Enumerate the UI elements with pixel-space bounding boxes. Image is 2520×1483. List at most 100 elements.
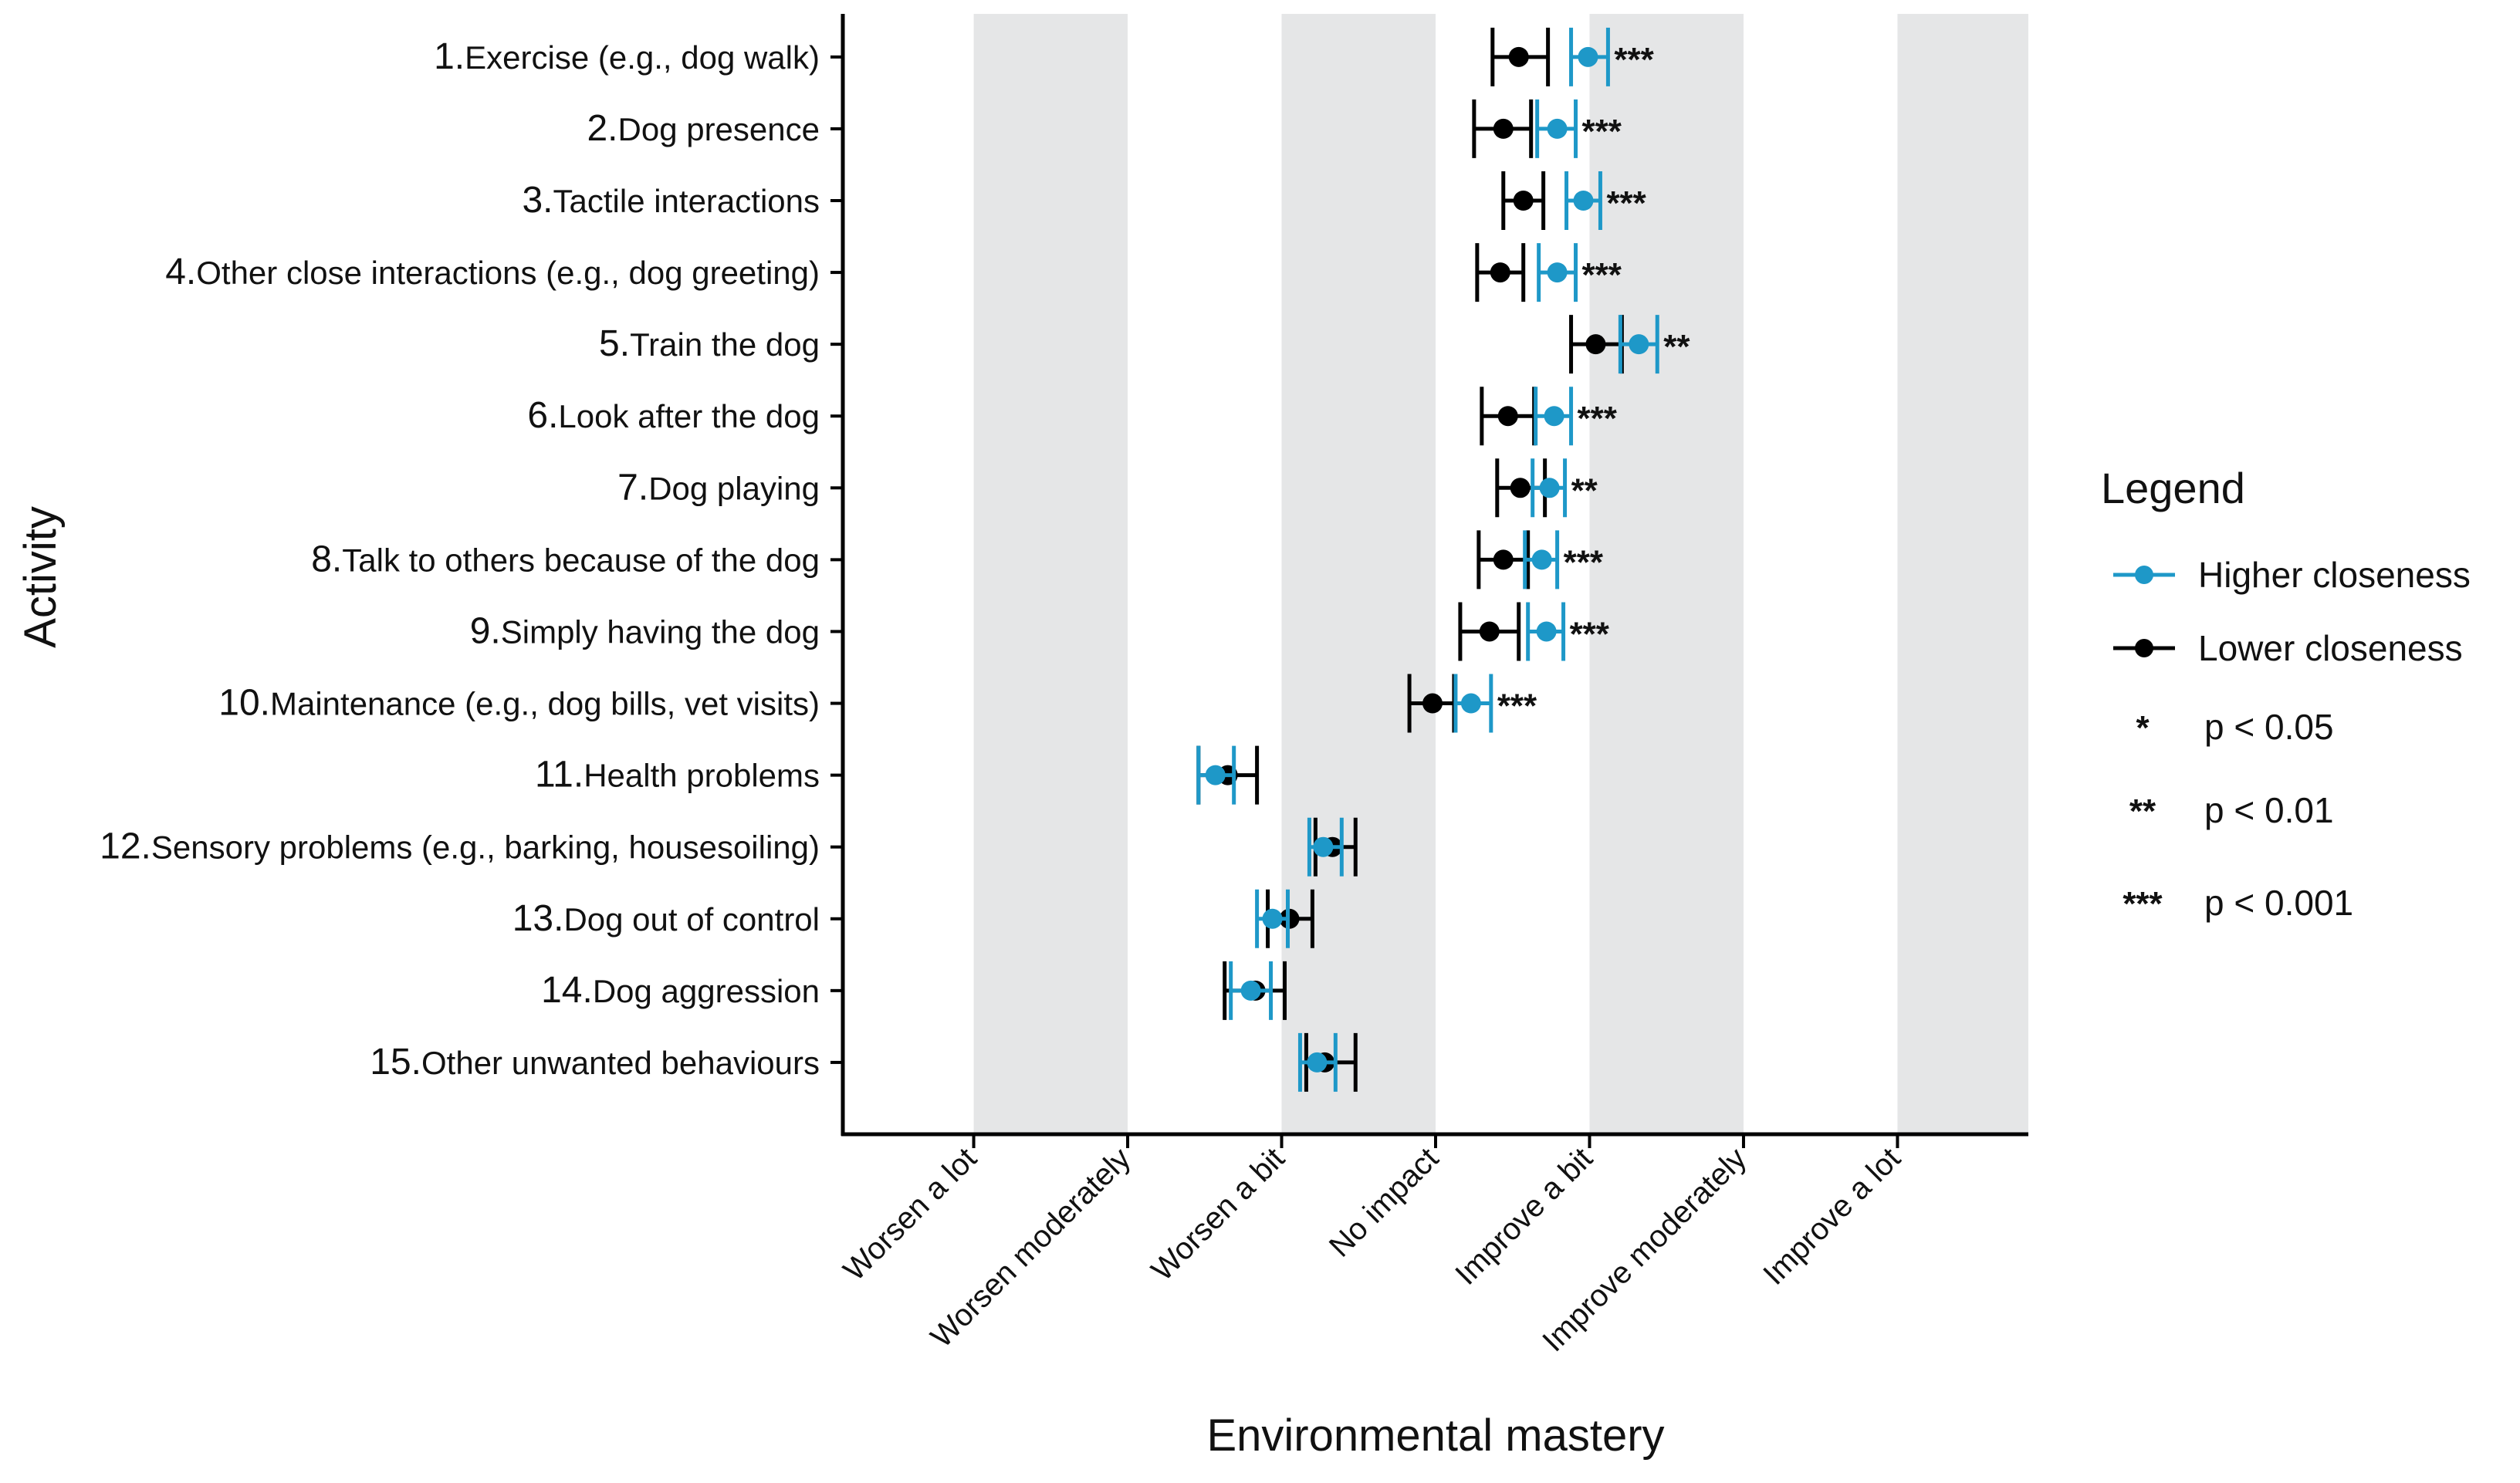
errorbar-lower <box>1458 602 1521 661</box>
point-higher <box>1578 46 1598 67</box>
category-label: Train the dog <box>630 326 820 363</box>
category-number: 5. <box>599 323 630 364</box>
errorbar-lower <box>1501 171 1546 230</box>
legend-sig-symbol-3: *** <box>2123 885 2163 923</box>
y-axis-title: Activity <box>15 506 66 648</box>
errorbar-higher <box>1534 387 1574 446</box>
legend-label-higher: Higher closeness <box>2198 555 2471 595</box>
category-label: Health problems <box>583 758 820 794</box>
significance-label: *** <box>1564 543 1604 581</box>
x-tick-label: Worsen a bit <box>1145 1141 1291 1287</box>
y-tick-label: 3.Tactile interactions <box>522 180 820 221</box>
category-number: 13. <box>512 898 564 939</box>
category-label: Dog presence <box>618 111 820 147</box>
point-lower <box>1510 478 1531 498</box>
errorbar-lower <box>1480 387 1537 446</box>
y-tick-label: 4.Other close interactions (e.g., dog gr… <box>165 252 820 292</box>
background-band <box>1589 14 1744 1134</box>
category-number: 12. <box>100 826 151 867</box>
point-higher <box>1531 549 1552 570</box>
category-label: Look after the dog <box>558 398 820 434</box>
y-tick-label: 1.Exercise (e.g., dog walk) <box>434 36 820 77</box>
point-higher <box>1460 693 1481 714</box>
y-tick-label: 11.Health problems <box>535 755 820 796</box>
category-number: 4. <box>165 252 196 292</box>
legend-sig-symbol-1: * <box>2136 709 2150 747</box>
category-label: Other unwanted behaviours <box>421 1045 820 1081</box>
errorbar-lower <box>1490 27 1551 86</box>
y-tick-label: 10.Maintenance (e.g., dog bills, vet vis… <box>218 683 820 724</box>
point-higher <box>1547 118 1568 139</box>
y-tick-label: 13.Dog out of control <box>512 898 820 939</box>
errorbar-higher <box>1564 171 1602 230</box>
errorbar-higher <box>1297 1032 1338 1092</box>
legend: Legend Higher closeness Lower closeness … <box>2101 464 2471 923</box>
point-lower <box>1513 191 1534 211</box>
legend-sig-label-2: p < 0.01 <box>2204 790 2334 830</box>
x-tick-label: Worsen a lot <box>837 1141 983 1287</box>
errorbar-higher <box>1229 961 1274 1020</box>
point-higher <box>1240 980 1261 1001</box>
point-lower <box>1497 406 1518 427</box>
category-label: Tactile interactions <box>553 183 820 219</box>
background-band <box>1281 14 1436 1134</box>
y-tick-label: 15.Other unwanted behaviours <box>370 1042 820 1083</box>
significance-label: ** <box>1663 328 1690 366</box>
legend-sig-symbol-2: ** <box>2129 792 2156 830</box>
x-axis-title: Environmental mastery <box>1206 1410 1664 1461</box>
errorbar-higher <box>1255 889 1290 948</box>
y-tick-label: 5.Train the dog <box>599 323 820 364</box>
category-number: 6. <box>527 395 558 436</box>
y-tick-label: 14.Dog aggression <box>541 970 820 1011</box>
point-lower <box>1490 262 1510 283</box>
category-label: Talk to others because of the dog <box>342 542 820 578</box>
significance-label: *** <box>1582 256 1622 294</box>
legend-entry-higher: Higher closeness <box>2113 555 2471 595</box>
y-tick-label: 12.Sensory problems (e.g., barking, hous… <box>100 826 820 867</box>
legend-sig-1: * p < 0.05 <box>2136 707 2333 747</box>
category-label: Maintenance (e.g., dog bills, vet visits… <box>270 686 820 722</box>
significance-labels: **************************** <box>1497 41 1691 725</box>
background-bands <box>973 14 2028 1134</box>
errorbar-higher <box>1523 530 1560 589</box>
legend-sig-2: ** p < 0.01 <box>2129 790 2334 830</box>
category-number: 1. <box>434 36 465 77</box>
category-label: Exercise (e.g., dog walk) <box>465 39 820 76</box>
category-label: Dog playing <box>648 470 820 506</box>
significance-label: *** <box>1578 400 1618 437</box>
point-lower <box>1493 118 1514 139</box>
background-band <box>973 14 1128 1134</box>
significance-label: ** <box>1571 471 1598 509</box>
point-higher <box>1262 908 1283 929</box>
background-band <box>1897 14 2028 1134</box>
legend-entry-lower: Lower closeness <box>2113 628 2463 668</box>
significance-label: *** <box>1582 113 1622 150</box>
y-axis-labels: 1.Exercise (e.g., dog walk) 2.Dog presenc… <box>100 36 843 1083</box>
errorbar-higher <box>1569 27 1610 86</box>
x-tick-label: Improve a lot <box>1757 1141 1907 1292</box>
errorbar-higher <box>1531 458 1568 518</box>
point-higher <box>1313 836 1334 857</box>
category-number: 8. <box>311 539 342 579</box>
errorbar-higher <box>1618 315 1659 374</box>
category-number: 2. <box>587 108 617 149</box>
point-lower <box>1479 621 1500 642</box>
x-tick-label: No impact <box>1323 1141 1445 1263</box>
errorbar-higher <box>1526 602 1566 661</box>
category-label: Dog aggression <box>593 973 820 1009</box>
point-lower <box>1422 693 1443 714</box>
point-higher <box>1536 621 1557 642</box>
errorbar-higher <box>1535 99 1578 158</box>
category-number: 10. <box>218 683 270 724</box>
point-higher <box>1539 478 1560 498</box>
y-tick-label: 8.Talk to others because of the dog <box>311 539 820 579</box>
category-number: 11. <box>535 755 583 796</box>
point-lower <box>1508 46 1529 67</box>
significance-label: *** <box>1497 687 1537 725</box>
category-number: 14. <box>541 970 593 1011</box>
category-label: Dog out of control <box>563 901 820 937</box>
category-number: 3. <box>522 180 553 221</box>
point-higher <box>1629 334 1649 355</box>
errorbar-higher <box>1307 817 1344 877</box>
